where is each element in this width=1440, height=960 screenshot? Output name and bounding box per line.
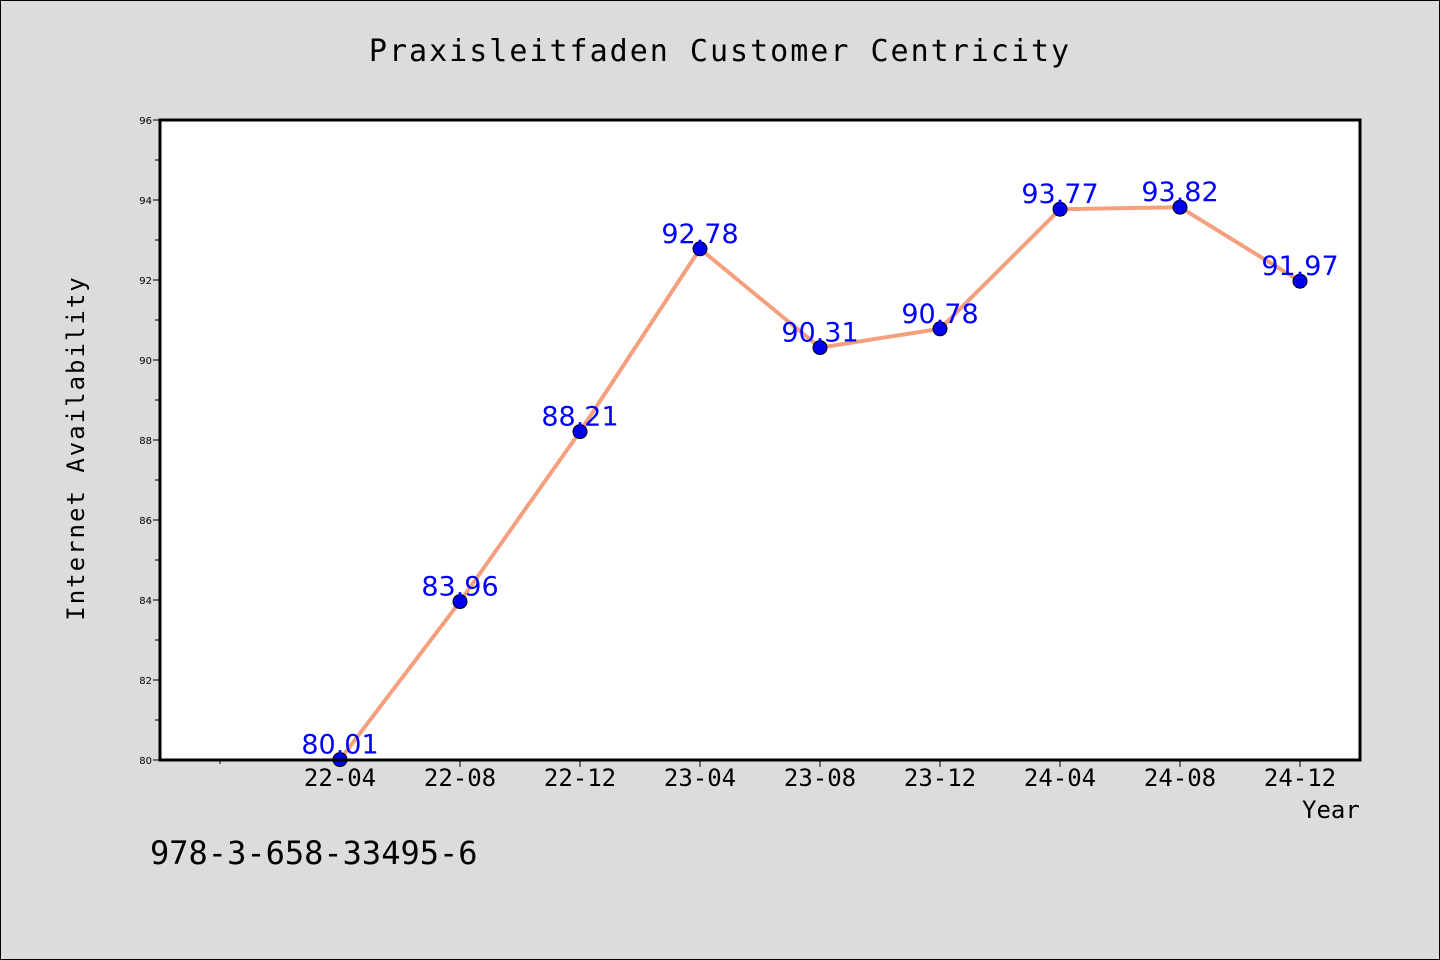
- data-point: [1172, 199, 1188, 215]
- x-tick-label: 23-04: [664, 764, 736, 792]
- data-point: [812, 340, 828, 356]
- y-tick-label: 80: [139, 756, 152, 767]
- data-point: [1292, 273, 1308, 289]
- data-label: 91.97: [1261, 251, 1338, 282]
- x-tick-label: 22-04: [304, 764, 376, 792]
- data-label: 80.01: [301, 730, 378, 761]
- data-label: 90.78: [901, 299, 978, 330]
- data-point: [1052, 201, 1068, 217]
- x-tick-label: 23-12: [904, 764, 976, 792]
- chart-title: Praxisleitfaden Customer Centricity: [368, 34, 1072, 69]
- plot-area: [160, 120, 1360, 760]
- data-label: 90.31: [781, 318, 858, 349]
- y-tick-label: 96: [139, 116, 152, 127]
- y-tick-label: 92: [139, 276, 152, 287]
- x-tick-label: 24-12: [1264, 764, 1336, 792]
- data-label: 93.77: [1021, 179, 1098, 210]
- y-tick-label: 82: [139, 676, 152, 687]
- data-point: [572, 424, 588, 440]
- x-tick-label: 22-12: [544, 764, 616, 792]
- data-point: [932, 321, 948, 337]
- y-tick-label: 84: [139, 596, 152, 607]
- y-tick-label: 90: [139, 356, 152, 367]
- data-label: 93.82: [1141, 177, 1218, 208]
- data-label: 83.96: [421, 572, 498, 603]
- plot-border: [158, 118, 1362, 762]
- x-tick-label: 23-08: [784, 764, 856, 792]
- y-tick-label: 88: [139, 436, 152, 447]
- y-tick-label: 86: [139, 516, 152, 527]
- data-point: [692, 241, 708, 257]
- isbn-footer: 978-3-658-33495-6: [150, 834, 478, 872]
- data-point: [452, 594, 468, 610]
- y-tick-label: 94: [139, 196, 152, 207]
- x-axis-label: Year: [1302, 796, 1360, 824]
- x-tick-label: 22-08: [424, 764, 496, 792]
- x-tick-label: 24-08: [1144, 764, 1216, 792]
- x-tick-label: 24-04: [1024, 764, 1096, 792]
- data-label: 88.21: [541, 402, 618, 433]
- data-label: 92.78: [661, 219, 738, 250]
